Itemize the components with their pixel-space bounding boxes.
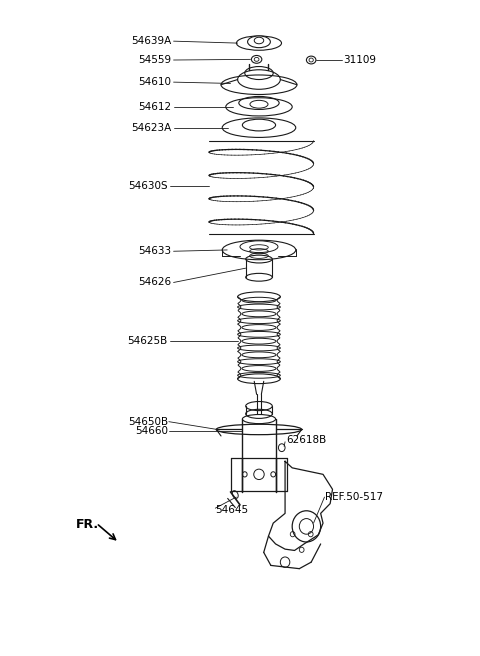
Text: 54612: 54612 [138, 102, 171, 112]
Text: 54639A: 54639A [131, 36, 171, 46]
Ellipse shape [248, 36, 270, 48]
Text: 54645: 54645 [216, 505, 249, 515]
Text: 62618B: 62618B [287, 435, 327, 445]
Text: FR.: FR. [76, 518, 99, 531]
Text: 54610: 54610 [138, 77, 171, 87]
Text: 54633: 54633 [138, 246, 171, 256]
Text: 54625B: 54625B [127, 336, 168, 346]
Text: REF.50-517: REF.50-517 [325, 492, 384, 502]
Text: 54660: 54660 [135, 426, 168, 436]
Text: 54626: 54626 [138, 277, 171, 287]
Text: 54630S: 54630S [128, 181, 168, 191]
Text: 54650B: 54650B [128, 417, 168, 426]
Text: 31109: 31109 [343, 55, 376, 65]
Ellipse shape [254, 37, 264, 44]
Text: 54559: 54559 [138, 55, 171, 65]
Text: 54623A: 54623A [131, 123, 171, 133]
